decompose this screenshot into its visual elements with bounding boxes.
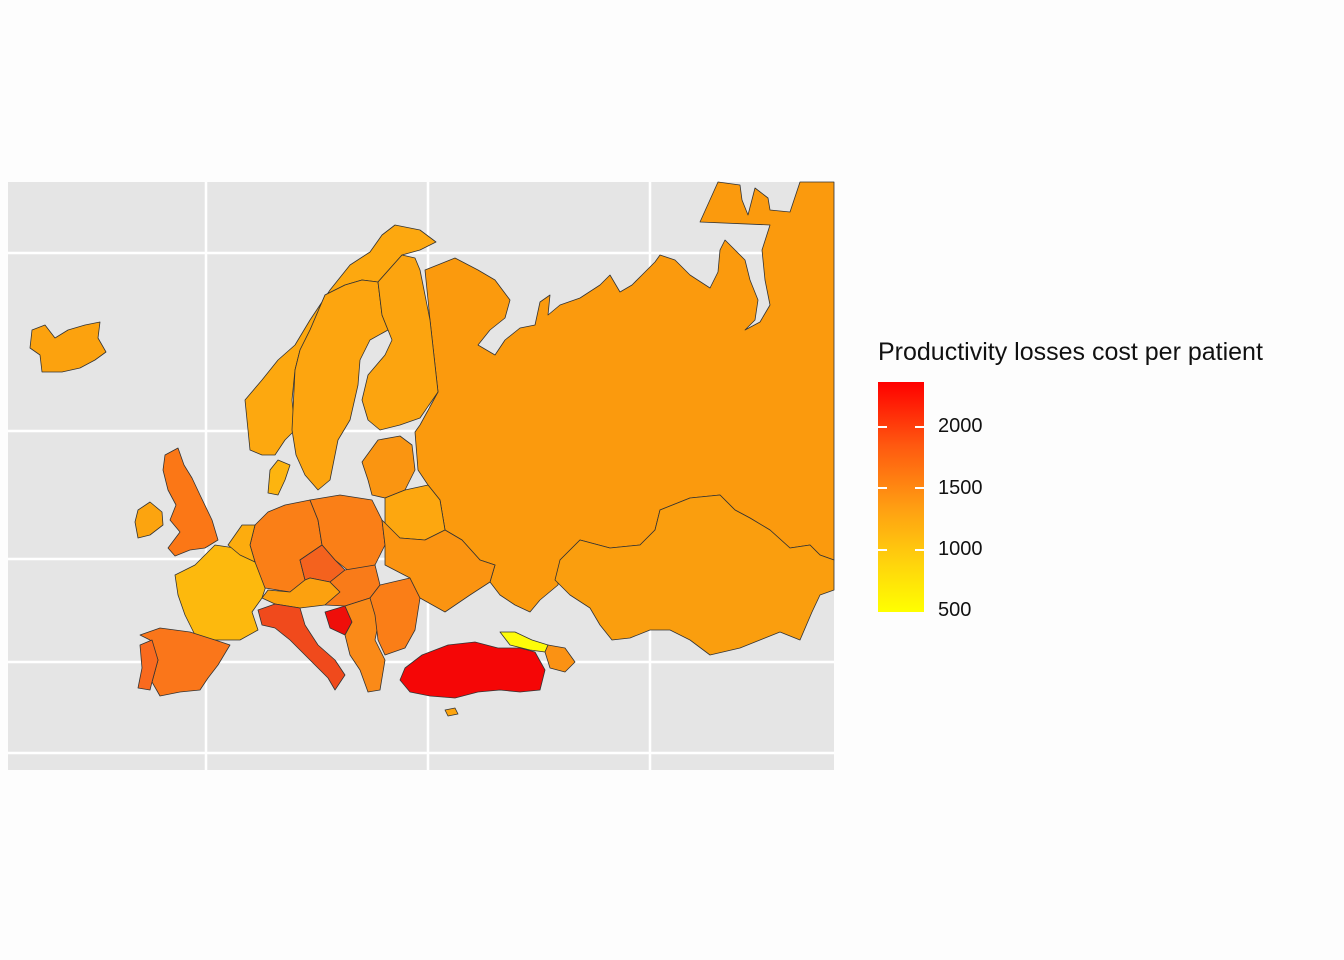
region-ukraine [381,519,496,613]
region-italy [257,603,346,691]
region-kazakhstan [554,494,835,656]
region-iceland [29,321,107,373]
region-baltics [361,435,416,499]
legend-label-500: 500 [938,599,972,621]
legend-tick-1500-left [878,487,887,489]
legend-tick-2000-right [915,426,924,428]
legend-label-2000: 2000 [938,415,983,437]
region-sweden [291,279,389,491]
region-ireland [134,501,164,539]
region-caucasus [544,644,576,673]
region-uk [162,447,219,557]
legend-tick-2000-left [878,426,887,428]
region-finland [361,254,439,431]
region-romania [369,577,421,656]
legend-tick-1500-right [915,487,924,489]
legend-label-1500: 1500 [938,477,983,499]
legend-tick-1000-right [915,549,924,551]
region-cyprus [444,707,459,717]
region-france [174,544,269,641]
legend-title: Productivity losses cost per patient [878,338,1263,366]
region-benelux [227,524,256,563]
legend-color-bar [878,382,924,612]
legend-tick-1000-left [878,549,887,551]
legend-label-1000: 1000 [938,538,983,560]
region-portugal [137,639,159,691]
region-turkey [399,641,546,699]
region-denmark [267,459,291,496]
